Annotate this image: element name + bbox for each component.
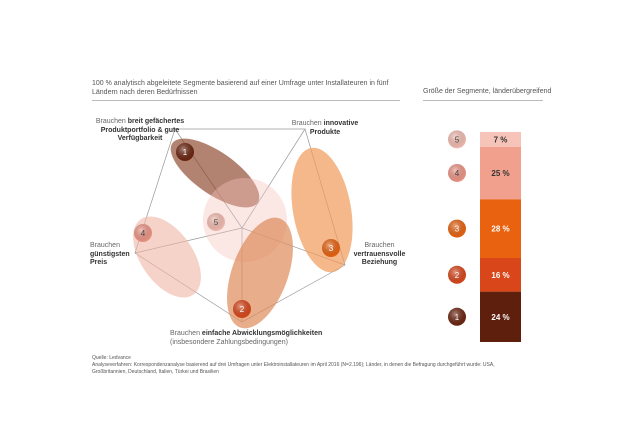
bar-badge-3: 3 xyxy=(448,219,466,238)
bar-segment-3 xyxy=(480,199,521,258)
segment-1-badge: 1 xyxy=(176,143,194,161)
segment-2-badge: 2 xyxy=(233,300,251,318)
segment-5-badge: 5 xyxy=(207,213,225,231)
badge-shine xyxy=(448,130,466,149)
axis-need: innovative Produkte xyxy=(309,120,359,136)
bar-badge-4: 4 xyxy=(448,163,466,182)
bar-label-5: 7 % xyxy=(494,135,508,144)
badge-shine xyxy=(134,224,152,242)
axis-need: breit gefächertes Produktportfolio & gut… xyxy=(100,118,185,142)
axis-note: (insbesondere Zahlungsbedingungen) xyxy=(170,338,288,346)
badge-shine xyxy=(448,265,466,284)
badge-shine xyxy=(448,219,466,238)
source-note: Quelle: Ledvance xyxy=(92,355,131,361)
axis-label-innovative: Brauchen innovative Produkte xyxy=(290,120,360,137)
axis-label-relationship: Brauchen vertrauensvolle Beziehung xyxy=(352,242,407,268)
badge-number: 3 xyxy=(329,244,334,253)
badge-shine xyxy=(176,143,194,161)
axis-prefix: Brauchen xyxy=(364,242,395,249)
axis-prefix: Brauchen xyxy=(291,120,322,127)
axis-label-price: Brauchen günstigsten Preis xyxy=(90,242,132,268)
axis-prefix: Brauchen xyxy=(90,242,120,249)
badge-number: 3 xyxy=(455,225,460,234)
badge-shine xyxy=(322,239,340,257)
bar-segment-1 xyxy=(480,291,521,342)
right-title-rule xyxy=(423,100,543,101)
bar-badge-2: 2 xyxy=(448,265,466,284)
bar-label-3: 28 % xyxy=(491,225,509,234)
badge-shine xyxy=(448,307,466,326)
right-title: Größe der Segmente, länderübergreifend xyxy=(423,88,552,95)
left-title: 100 % analytisch abgeleitete Segmente ba… xyxy=(92,80,389,96)
badge-shine xyxy=(448,163,466,182)
left-title-rule xyxy=(92,100,400,101)
axis-prefix: Brauchen xyxy=(95,118,126,125)
badge-shine xyxy=(207,213,225,231)
segment-3-badge: 3 xyxy=(322,239,340,257)
axis-need: günstigsten Preis xyxy=(90,250,130,267)
axis-need: einfache Abwicklungsmöglichkeiten xyxy=(201,330,323,337)
badge-number: 5 xyxy=(455,135,460,144)
badge-number: 5 xyxy=(214,218,219,227)
bar-segment-2 xyxy=(480,258,521,292)
axis-label-processing: Brauchen einfache Abwicklungsmöglichkeit… xyxy=(170,330,370,347)
axis-label-portfolio: Brauchen breit gefächertes Produktportfo… xyxy=(90,118,190,144)
badge-number: 2 xyxy=(455,271,460,280)
segment-3-area xyxy=(291,147,353,273)
badge-number: 2 xyxy=(240,305,245,314)
segment-4-area xyxy=(133,216,201,298)
bar-label-2: 16 % xyxy=(491,271,509,280)
bar-label-4: 25 % xyxy=(491,169,509,178)
badge-shine xyxy=(233,300,251,318)
badge-number: 4 xyxy=(141,229,146,238)
badge-number: 4 xyxy=(455,169,460,178)
bar-segment-5 xyxy=(480,132,521,147)
method-note: Analyseverfahren: Korrespondenzanalyse b… xyxy=(92,362,495,375)
segment-4-badge: 4 xyxy=(134,224,152,242)
axis-need: vertrauensvolle Beziehung xyxy=(353,250,406,267)
badge-number: 1 xyxy=(455,313,460,322)
badge-number: 1 xyxy=(183,148,188,157)
axis-prefix: Brauchen xyxy=(170,330,200,337)
bar-label-1: 24 % xyxy=(491,313,509,322)
bar-segment-4 xyxy=(480,146,521,200)
bar-badge-1: 1 xyxy=(448,307,466,326)
bar-badge-5: 5 xyxy=(448,130,466,149)
axis-line xyxy=(241,128,306,229)
